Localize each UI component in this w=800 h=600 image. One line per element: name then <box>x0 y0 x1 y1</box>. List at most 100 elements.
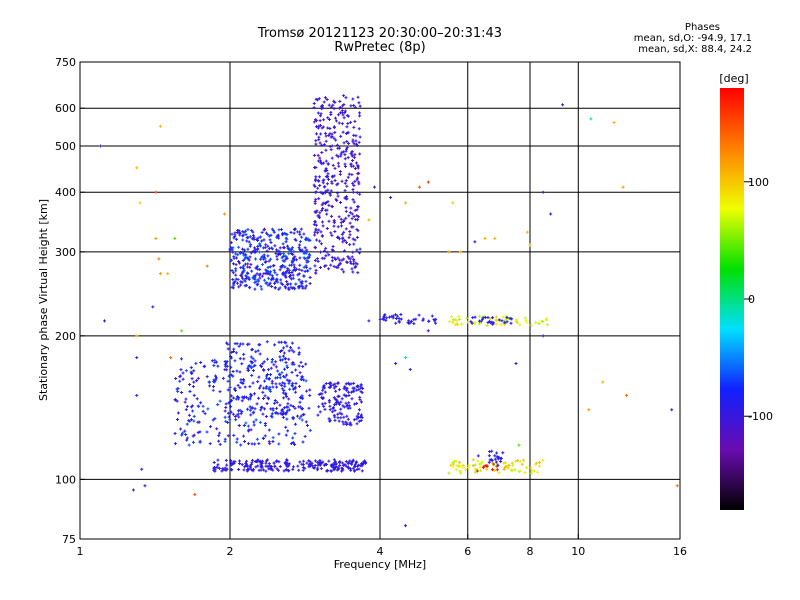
data-point <box>351 237 355 241</box>
data-point <box>263 257 267 261</box>
data-point <box>434 321 438 325</box>
data-point <box>329 110 333 114</box>
data-point <box>332 458 336 462</box>
data-point <box>235 237 239 241</box>
data-point <box>196 431 200 435</box>
data-point <box>271 385 275 389</box>
data-point <box>294 282 298 286</box>
data-point <box>383 313 387 317</box>
data-point <box>355 227 359 231</box>
data-point <box>325 182 329 186</box>
data-point <box>336 266 340 270</box>
data-point <box>345 261 349 265</box>
data-point <box>284 425 288 429</box>
data-point <box>491 322 495 326</box>
data-point <box>332 125 336 129</box>
data-point <box>312 153 316 157</box>
data-point <box>265 376 269 380</box>
data-point <box>312 106 316 110</box>
data-point <box>254 266 258 270</box>
data-point <box>234 277 238 281</box>
data-point <box>300 235 304 239</box>
data-point <box>274 376 278 380</box>
data-point <box>316 413 320 417</box>
data-point <box>358 114 362 118</box>
data-point <box>336 225 340 229</box>
data-point <box>479 319 483 323</box>
data-point <box>485 467 489 471</box>
data-point <box>229 354 233 358</box>
data-point <box>280 383 284 387</box>
data-point <box>541 319 545 323</box>
data-point <box>291 268 295 272</box>
data-point <box>333 131 337 135</box>
data-point <box>326 162 330 166</box>
data-point <box>333 415 337 419</box>
data-point <box>321 460 325 464</box>
data-point <box>293 265 297 269</box>
data-point <box>174 377 178 381</box>
data-point <box>417 313 421 317</box>
data-point <box>275 254 279 258</box>
data-point <box>187 413 191 417</box>
data-point <box>478 469 482 473</box>
data-point <box>289 276 293 280</box>
data-point <box>301 440 305 444</box>
data-point <box>215 466 219 470</box>
data-point <box>275 406 279 410</box>
data-point <box>208 380 212 384</box>
data-point <box>318 265 322 269</box>
data-point <box>239 412 243 416</box>
data-point <box>501 451 505 455</box>
data-point <box>206 407 210 411</box>
data-point <box>224 402 228 406</box>
data-point <box>256 464 260 468</box>
data-point <box>355 164 359 168</box>
data-point <box>229 405 233 409</box>
data-point <box>287 462 291 466</box>
data-point <box>303 466 307 470</box>
data-point <box>267 247 271 251</box>
data-point <box>229 241 233 245</box>
data-point <box>358 192 362 196</box>
data-point <box>269 373 273 377</box>
data-point <box>350 151 354 155</box>
data-point <box>294 390 298 394</box>
data-point <box>229 259 233 263</box>
data-point <box>288 387 292 391</box>
data-point <box>181 377 185 381</box>
data-point <box>189 418 193 422</box>
data-point <box>455 463 459 467</box>
data-point <box>267 467 271 471</box>
data-point <box>235 413 239 417</box>
data-point <box>329 383 333 387</box>
data-point <box>319 230 323 234</box>
data-point <box>345 184 349 188</box>
data-point <box>234 269 238 273</box>
data-point <box>173 442 177 446</box>
data-point <box>621 185 625 189</box>
data-point <box>324 189 328 193</box>
data-point <box>347 461 351 465</box>
data-point <box>316 111 320 115</box>
data-point <box>249 428 253 432</box>
data-point <box>302 232 306 236</box>
data-point <box>304 265 308 269</box>
data-point <box>327 203 331 207</box>
data-point <box>303 434 307 438</box>
data-point <box>338 463 342 467</box>
data-point <box>226 342 230 346</box>
data-point <box>490 468 494 472</box>
data-point <box>188 389 192 393</box>
data-point <box>340 258 344 262</box>
data-point <box>250 237 254 241</box>
data-point <box>332 264 336 268</box>
data-point <box>275 234 279 238</box>
data-point <box>475 469 479 473</box>
data-point <box>267 259 271 263</box>
data-point <box>212 364 216 368</box>
data-point <box>226 347 230 351</box>
data-point <box>192 369 196 373</box>
data-point <box>353 105 357 109</box>
data-point <box>335 398 339 402</box>
